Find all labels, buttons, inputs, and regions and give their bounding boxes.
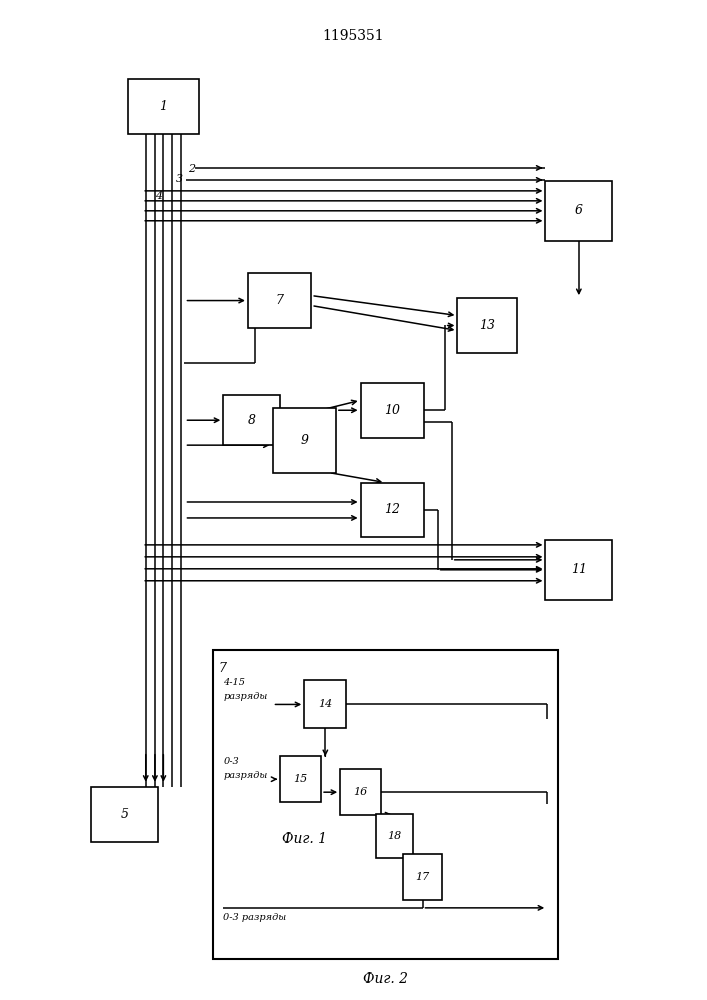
Bar (457, 298, 518, 353)
Bar (340, 769, 381, 815)
Text: 0-3: 0-3 (223, 757, 239, 766)
Bar (304, 680, 346, 728)
Text: 8: 8 (247, 414, 255, 427)
Text: 2: 2 (188, 164, 195, 174)
Bar (403, 854, 442, 900)
Text: 4: 4 (155, 191, 162, 201)
Text: 12: 12 (384, 503, 400, 516)
Text: 7: 7 (276, 294, 284, 307)
Bar (272, 408, 336, 473)
Bar (248, 273, 311, 328)
Text: 17: 17 (416, 872, 430, 882)
Text: 14: 14 (318, 699, 332, 709)
Text: разряды: разряды (223, 692, 267, 701)
Text: 11: 11 (571, 563, 587, 576)
Text: 3: 3 (176, 174, 183, 184)
Bar (545, 181, 612, 241)
Text: 9: 9 (300, 434, 308, 447)
Bar (361, 383, 424, 438)
Text: Фиг. 2: Фиг. 2 (363, 972, 408, 986)
Text: 13: 13 (479, 319, 496, 332)
Bar (213, 650, 558, 959)
Bar (376, 814, 413, 858)
Text: 1: 1 (159, 100, 168, 113)
Text: 4-15: 4-15 (223, 678, 245, 687)
Bar (545, 540, 612, 600)
Text: 16: 16 (354, 787, 368, 797)
Text: 6: 6 (575, 204, 583, 217)
Bar (280, 756, 321, 802)
Text: 10: 10 (384, 404, 400, 417)
Text: 5: 5 (121, 808, 129, 821)
Bar (223, 395, 279, 445)
Text: разряды: разряды (223, 771, 267, 780)
Text: 15: 15 (293, 774, 308, 784)
Text: 7: 7 (218, 662, 226, 675)
Bar (361, 483, 424, 537)
Text: 1195351: 1195351 (322, 29, 385, 43)
Text: Фиг. 1: Фиг. 1 (281, 832, 327, 846)
Bar (91, 787, 158, 842)
Text: 0-3 разряды: 0-3 разряды (223, 913, 286, 922)
Bar (128, 79, 199, 134)
Text: 18: 18 (387, 831, 402, 841)
